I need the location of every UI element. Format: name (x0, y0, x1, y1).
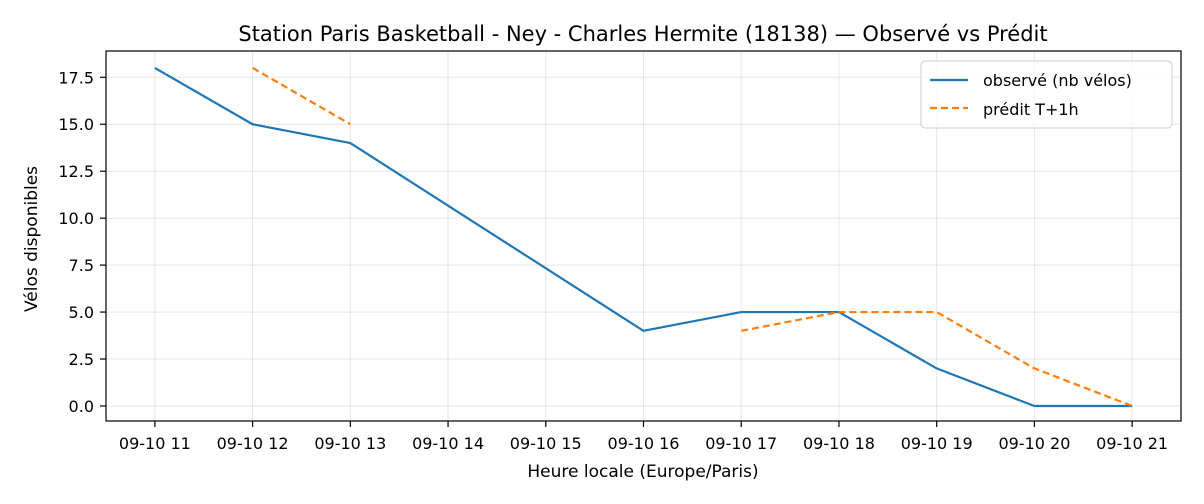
x-axis-label: Heure locale (Europe/Paris) (527, 462, 758, 482)
x-tick-label: 09-10 14 (412, 434, 484, 453)
x-tick-label: 09-10 18 (803, 434, 875, 453)
legend: observé (nb vélos) prédit T+1h (920, 60, 1173, 129)
chart-title: Station Paris Basketball - Ney - Charles… (238, 22, 1047, 46)
x-tick-label: 09-10 21 (1096, 434, 1168, 453)
y-tick-label: 2.5 (69, 350, 94, 369)
legend-label-predit: prédit T+1h (983, 100, 1079, 119)
y-axis-label: Vélos disponibles (22, 166, 42, 312)
x-tick-label: 09-10 11 (119, 434, 191, 453)
legend-label-observe: observé (nb vélos) (983, 71, 1132, 90)
y-tick-label: 15.0 (58, 115, 94, 134)
x-tick-label: 09-10 15 (510, 434, 582, 453)
y-tick-label: 0.0 (69, 397, 94, 416)
y-tick-label: 12.5 (58, 162, 94, 181)
x-tick-label: 09-10 17 (705, 434, 777, 453)
series-layer (154, 66, 1133, 408)
x-tick-label: 09-10 12 (217, 434, 289, 453)
x-tick-label: 09-10 13 (314, 434, 386, 453)
y-axis: 0.0 2.5 5.0 7.5 10.0 12.5 15.0 17.5 (58, 68, 106, 416)
y-tick-label: 17.5 (58, 68, 94, 87)
x-tick-label: 09-10 16 (608, 434, 680, 453)
y-tick-label: 7.5 (69, 256, 94, 275)
grid (106, 51, 1181, 421)
series-line-observe (154, 66, 1133, 408)
series-line-predit (252, 66, 351, 126)
legend-box (920, 60, 1173, 129)
series-line-predit (741, 310, 1133, 407)
y-tick-label: 10.0 (58, 209, 94, 228)
x-tick-label: 09-10 20 (998, 434, 1070, 453)
x-axis: 09-10 11 09-10 12 09-10 13 09-10 14 09-10 15… (119, 421, 1168, 453)
y-tick-label: 5.0 (69, 303, 94, 322)
x-tick-label: 09-10 19 (901, 434, 973, 453)
